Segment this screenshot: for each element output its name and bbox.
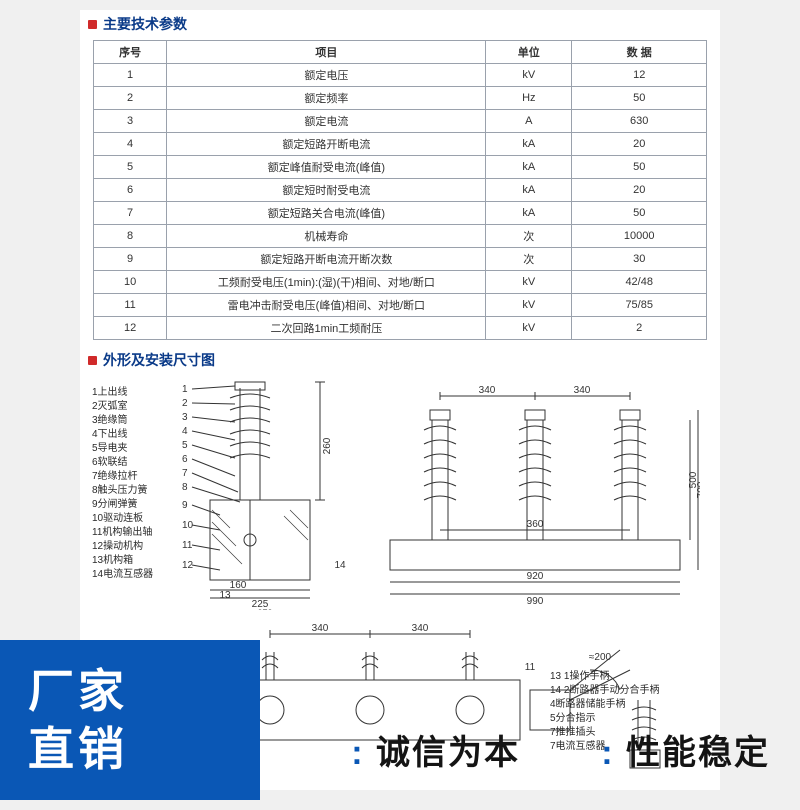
- table-row: 5额定峰值耐受电流(峰值)kA50: [93, 156, 706, 179]
- bullet-icon: [88, 356, 97, 365]
- table-row: 6额定短时耐受电流kA20: [93, 179, 706, 202]
- spec-table: 序号 项目 单位 数 据 1额定电压kV12 2额定频率Hz50 3额定电流A6…: [93, 40, 707, 340]
- svg-text:11: 11: [182, 540, 193, 551]
- callout-item: 1上出线: [92, 386, 153, 400]
- table-row: 7额定短路关合电流(峰值)kA50: [93, 202, 706, 225]
- diagram-section-view: 1 2 3 4 5 6 7 8 9 10 11 12: [180, 380, 350, 610]
- svg-text:340: 340: [479, 385, 496, 396]
- section-spec-header: 主要技术参数: [80, 10, 720, 40]
- callout-item: 4下出线: [92, 428, 153, 442]
- callout-list-left: 1上出线 2灭弧室 3绝缘筒 4下出线 5导电夹 6软联结 7绝缘拉杆 8触头压…: [92, 386, 153, 582]
- svg-text:340: 340: [312, 623, 329, 634]
- callout-item: 5分合指示: [550, 712, 690, 726]
- table-header-row: 序号 项目 单位 数 据: [93, 41, 706, 64]
- callout-item: 4断路器储能手柄: [550, 698, 690, 712]
- svg-text:8: 8: [182, 482, 188, 493]
- callout-item: 2灭弧室: [92, 400, 153, 414]
- svg-text:260: 260: [322, 437, 333, 454]
- diagram-front-view: 340 340 360 920 990 500 700: [370, 380, 700, 610]
- callout-item: 5导电夹: [92, 442, 153, 456]
- callout-item: 13机构箱: [92, 554, 153, 568]
- svg-text:4: 4: [182, 426, 188, 437]
- table-row: 8机械寿命次10000: [93, 225, 706, 248]
- svg-text:700: 700: [696, 481, 700, 498]
- slogan-2-text: 性能稳定: [626, 734, 770, 772]
- callout-item: 12操动机构: [92, 540, 153, 554]
- callout-item: 8触头压力簧: [92, 484, 153, 498]
- svg-text:990: 990: [527, 596, 544, 607]
- callout-item: 14 2断路器手动分合手柄: [550, 684, 690, 698]
- svg-text:14: 14: [334, 560, 346, 571]
- svg-text:3: 3: [182, 412, 188, 423]
- bullet-icon: [88, 20, 97, 29]
- table-row: 10工频耐受电压(1min):(湿)(干)相间、对地/断口kV42/48: [93, 271, 706, 294]
- svg-text:12: 12: [182, 560, 194, 571]
- svg-text:11: 11: [525, 662, 536, 673]
- svg-text:9: 9: [182, 500, 188, 511]
- callout-item: 13 1操作手柄: [550, 670, 690, 684]
- callout-item: 3绝缘筒: [92, 414, 153, 428]
- table-row: 3额定电流A630: [93, 110, 706, 133]
- svg-text:160: 160: [230, 580, 247, 591]
- callout-item: 14电流互感器: [92, 568, 153, 582]
- svg-text:920: 920: [527, 571, 544, 582]
- table-row: 1额定电压kV12: [93, 64, 706, 87]
- section-diagram-title: 外形及安装尺寸图: [103, 350, 215, 370]
- table-row: 9额定短路开断电流开断次数次30: [93, 248, 706, 271]
- callout-item: 10驱动连板: [92, 512, 153, 526]
- svg-text:340: 340: [574, 385, 591, 396]
- svg-text:2: 2: [182, 398, 188, 409]
- svg-text:340: 340: [412, 623, 429, 634]
- callout-item: 7绝缘拉杆: [92, 470, 153, 484]
- promo-line2: 直销: [28, 720, 260, 778]
- table-row: 4额定短路开断电流kA20: [93, 133, 706, 156]
- col-seq: 序号: [93, 41, 167, 64]
- table-row: 11雷电冲击耐受电压(峰值)相间、对地/断口kV75/85: [93, 294, 706, 317]
- svg-text:373: 373: [257, 608, 272, 610]
- table-row: 12二次回路1min工频耐压kV2: [93, 317, 706, 340]
- svg-text:1: 1: [182, 384, 188, 395]
- svg-text:13: 13: [219, 590, 231, 601]
- section-spec-title: 主要技术参数: [103, 14, 187, 34]
- svg-text:7: 7: [182, 468, 188, 479]
- callout-item: 11机构输出轴: [92, 526, 153, 540]
- colon-icon: :: [601, 734, 626, 772]
- svg-text:5: 5: [182, 440, 188, 451]
- col-unit: 单位: [486, 41, 572, 64]
- svg-text:360: 360: [527, 519, 544, 530]
- callout-item: 6软联结: [92, 456, 153, 470]
- promo-line1: 厂家: [28, 662, 260, 720]
- slogan-1: : 诚信为本: [351, 725, 520, 774]
- callout-item: 9分闸弹簧: [92, 498, 153, 512]
- section-diagram-header: 外形及安装尺寸图: [80, 346, 720, 376]
- svg-text:10: 10: [182, 520, 194, 531]
- svg-text:≈200: ≈200: [589, 652, 612, 663]
- col-value: 数 据: [572, 41, 707, 64]
- promo-banner: 厂家 直销: [0, 640, 260, 800]
- slogan-2: : 性能稳定: [601, 725, 770, 774]
- slogan-1-text: 诚信为本: [376, 734, 520, 772]
- table-row: 2额定频率Hz50: [93, 87, 706, 110]
- svg-text:6: 6: [182, 454, 188, 465]
- col-item: 项目: [167, 41, 486, 64]
- colon-icon: :: [351, 734, 376, 772]
